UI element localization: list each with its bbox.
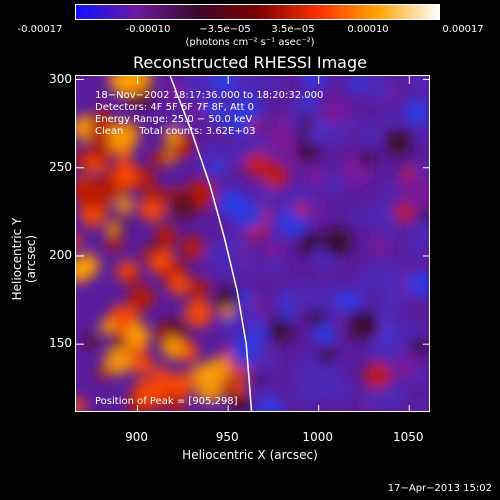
info-detectors: Detectors: 4F 5F 6F 7F 8F, Att 0	[95, 102, 255, 113]
colorbar-tick: 0.00017	[442, 24, 484, 35]
colorbar-tick: -0.00017	[17, 24, 63, 35]
colorbar-tick: 0.00010	[347, 24, 389, 35]
y-tick-label: 150	[49, 336, 72, 351]
colorbar	[75, 4, 440, 20]
colorbar-tick: −3.5e−05	[199, 24, 251, 35]
x-tick-label: 1000	[302, 430, 333, 444]
timestamp: 17−Apr−2013 15:02	[387, 483, 492, 494]
y-tick-label: 300	[49, 71, 72, 86]
y-tick-label: 250	[49, 159, 72, 174]
x-tick-label: 950	[215, 430, 239, 444]
info-energy: Energy Range: 25.0 − 50.0 keV	[95, 114, 253, 125]
colorbar-tick: 3.5e−05	[271, 24, 315, 35]
info-time: 18−Nov−2002 18:17:36.000 to 18:20:32.000	[95, 90, 324, 101]
solar-limb-line	[169, 76, 253, 411]
chart-title: Reconstructed RHESSI Image	[133, 53, 367, 72]
heatmap-plot	[75, 75, 430, 412]
heatmap-svg	[76, 76, 429, 411]
y-axis-label: Heliocentric Y (arcsec)	[10, 217, 38, 301]
colorbar-ticks: -0.00017 -0.00010 −3.5e−05 3.5e−05 0.000…	[0, 24, 500, 38]
peak-position: Position of Peak = [905,298]	[95, 396, 238, 407]
colorbar-unit: (photons cm⁻² s⁻¹ asec⁻²)	[185, 37, 315, 48]
info-counts: Clean Total counts: 3.62E+03	[95, 126, 256, 137]
colorbar-tick: -0.00010	[125, 24, 171, 35]
x-axis-label: Heliocentric X (arcsec)	[182, 448, 318, 462]
y-tick-label: 200	[49, 247, 72, 262]
x-tick-label: 900	[125, 430, 149, 444]
x-tick-label: 1050	[392, 430, 424, 444]
